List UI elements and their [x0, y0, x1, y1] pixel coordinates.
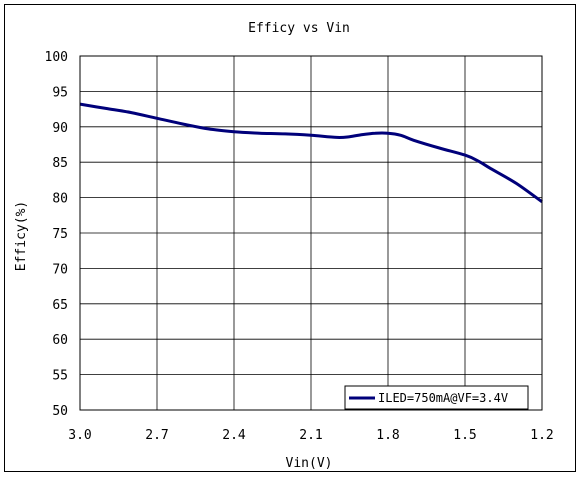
- y-tick-label: 55: [52, 369, 68, 384]
- x-tick-label: 3.0: [68, 428, 91, 443]
- plot-frame: [79, 55, 543, 411]
- series-layer: [79, 102, 543, 204]
- y-tick-label: 75: [52, 227, 68, 242]
- x-tick-label: 1.8: [376, 428, 399, 443]
- y-tick-label: 80: [52, 192, 68, 207]
- chart-title: Efficy vs Vin: [248, 21, 350, 36]
- legend: ILED=750mA@VF=3.4V: [344, 385, 529, 410]
- x-tick-labels: 3.0 2.7 2.4 2.1 1.8 1.5 1.2: [68, 428, 553, 443]
- chart-container: Efficy vs Vin 3.0 2.7 2.4 2.1 1.8 1.5 1.2 50 55…: [4, 4, 576, 472]
- chart-svg: Efficy vs Vin 3.0 2.7 2.4 2.1 1.8 1.5 1.2 50 55…: [14, 21, 554, 471]
- grid: [80, 56, 542, 410]
- y-axis-label: Efficy(%): [14, 201, 29, 271]
- y-tick-labels: 50 55 60 65 70 75 80 85 90 95 100: [45, 50, 68, 419]
- x-tick-label: 2.7: [145, 428, 168, 443]
- y-tick-label: 60: [52, 333, 68, 348]
- legend-box: [344, 385, 529, 410]
- y-tick-label: 70: [52, 262, 68, 277]
- y-tick-label: 65: [52, 298, 68, 313]
- x-tick-label: 2.1: [299, 428, 322, 443]
- y-tick-label: 50: [52, 404, 68, 419]
- series-line: [79, 102, 543, 204]
- legend-label: ILED=750mA@VF=3.4V: [378, 391, 508, 405]
- y-tick-label: 100: [45, 50, 68, 65]
- x-tick-label: 1.5: [453, 428, 476, 443]
- x-tick-label: 2.4: [222, 428, 246, 443]
- y-tick-label: 85: [52, 156, 68, 171]
- y-tick-label: 90: [52, 121, 68, 136]
- x-axis-label: Vin(V): [286, 456, 333, 471]
- y-tick-label: 95: [52, 85, 68, 100]
- x-tick-label: 1.2: [530, 428, 553, 443]
